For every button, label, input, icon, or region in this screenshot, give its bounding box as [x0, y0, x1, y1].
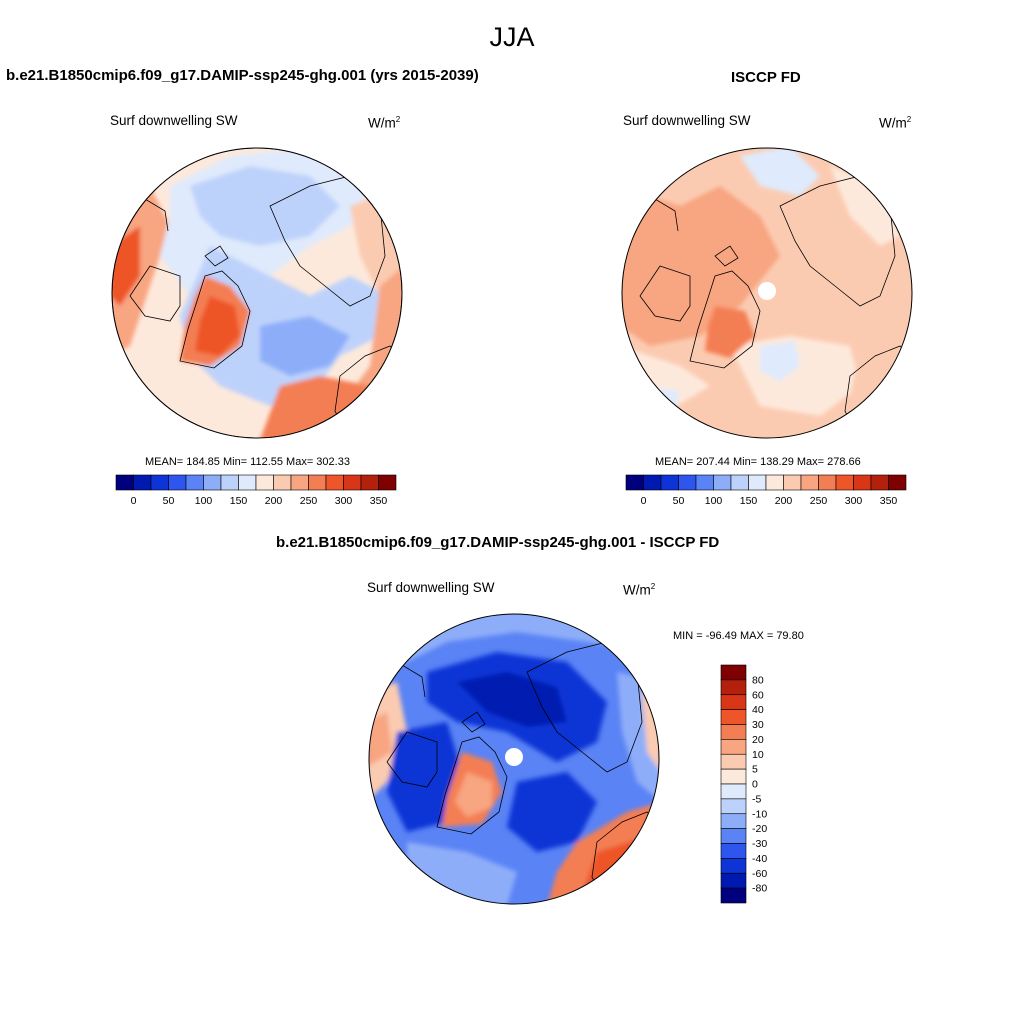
diff-colorbar-swatch [720, 858, 747, 874]
left-colorbar-swatch [238, 474, 257, 491]
right-colorbar-swatch [713, 474, 732, 491]
right-colorbar-swatch [678, 474, 697, 491]
diff-colorbar-swatch [720, 768, 747, 785]
left-colorbar-swatch [273, 474, 292, 491]
diff-colorbar-swatch [720, 783, 747, 800]
right-units-label: W/m2 [879, 115, 912, 131]
left-colorbar-label: 100 [195, 495, 213, 507]
diff-colorbar-label: 40 [752, 704, 764, 716]
left-colorbar-swatch [185, 474, 204, 491]
bottom-variable-label: Surf downwelling SW [367, 580, 495, 595]
right-colorbar-swatch [853, 474, 872, 491]
diff-colorbar-swatch [720, 843, 747, 859]
difference-colorbar: 80 60 40 30 20 10 5 0 -5 -10 -20 -30 -40 -60 -80 [720, 664, 767, 904]
left-colorbar-swatch [343, 474, 362, 491]
right-colorbar-swatch [888, 474, 907, 491]
left-colorbar-swatch [133, 474, 152, 491]
diff-colorbar-label: -60 [752, 868, 767, 880]
diff-colorbar-swatch [720, 753, 747, 770]
page-title: JJA [489, 22, 535, 52]
left-colorbar-swatch [360, 474, 379, 491]
right-colorbar-label: 150 [740, 495, 758, 507]
left-units-label: W/m2 [368, 115, 401, 131]
bottom-units-label: W/m2 [623, 582, 656, 598]
diff-colorbar-label: -20 [752, 823, 767, 835]
right-colorbar-swatch [730, 474, 749, 491]
left-colorbar-label: 200 [265, 495, 283, 507]
diff-colorbar-swatch [720, 679, 747, 696]
left-colorbar-swatch [168, 474, 187, 491]
diff-colorbar-label: 60 [752, 689, 764, 701]
right-variable-label: Surf downwelling SW [623, 113, 751, 128]
diff-colorbar-label: 10 [752, 749, 764, 761]
left-colorbar-swatch [115, 474, 134, 491]
right-colorbar-swatch [870, 474, 889, 491]
left-colorbar-swatch [290, 474, 309, 491]
diff-colorbar-swatch [720, 798, 747, 815]
right-stats: MEAN= 207.44 Min= 138.29 Max= 278.66 [655, 456, 861, 468]
left-colorbar-swatch [378, 474, 397, 491]
right-colorbar-swatch [748, 474, 767, 491]
right-colorbar-label: 100 [705, 495, 723, 507]
left-polar-map [111, 147, 403, 439]
right-polar-map [621, 147, 913, 439]
right-colorbar-swatch [695, 474, 714, 491]
left-case-title: b.e21.B1850cmip6.f09_g17.DAMIP-ssp245-gh… [6, 67, 479, 84]
left-colorbar-label: 250 [300, 495, 318, 507]
diff-colorbar-label: -80 [752, 883, 767, 895]
diff-colorbar-label: 80 [752, 674, 764, 686]
right-colorbar-swatch [660, 474, 679, 491]
left-colorbar-swatch [150, 474, 169, 491]
bottom-minmax: MIN = -96.49 MAX = 79.80 [673, 630, 804, 642]
left-colorbar-label: 150 [230, 495, 248, 507]
diff-colorbar-swatch [720, 813, 747, 829]
left-colorbar-swatch [220, 474, 239, 491]
right-colorbar-swatch [800, 474, 819, 491]
right-colorbar-label: 250 [810, 495, 828, 507]
right-colorbar-swatch [643, 474, 662, 491]
diff-colorbar-swatch [720, 739, 747, 755]
left-colorbar-label: 0 [131, 495, 137, 507]
diff-colorbar-label: -30 [752, 838, 767, 850]
left-colorbar-label: 350 [370, 495, 388, 507]
right-case-title: ISCCP FD [731, 69, 801, 86]
diff-colorbar-label: -10 [752, 808, 767, 820]
difference-polar-map [368, 613, 660, 905]
right-colorbar-swatch [783, 474, 802, 491]
left-colorbar-swatch [255, 474, 274, 491]
left-colorbar: 0 50 100 150 200 250 300 350 [115, 474, 397, 507]
diff-colorbar-label: -5 [752, 793, 761, 805]
left-variable-label: Surf downwelling SW [110, 113, 238, 128]
left-colorbar-swatch [325, 474, 344, 491]
diff-colorbar-label: 30 [752, 719, 764, 731]
left-colorbar-label: 300 [335, 495, 353, 507]
diff-colorbar-swatch [720, 709, 747, 725]
right-colorbar-swatch [835, 474, 854, 491]
left-colorbar-swatch [203, 474, 222, 491]
left-colorbar-swatch [308, 474, 327, 491]
right-colorbar-swatch [765, 474, 784, 491]
right-colorbar-label: 300 [845, 495, 863, 507]
right-colorbar-label: 0 [641, 495, 647, 507]
right-colorbar-swatch [818, 474, 837, 491]
diff-colorbar-swatch [720, 872, 747, 889]
diff-colorbar-swatch [720, 828, 747, 844]
diff-colorbar-swatch [720, 887, 747, 904]
right-colorbar-swatch [625, 474, 644, 491]
diff-colorbar-label: 5 [752, 764, 758, 776]
right-colorbar-label: 200 [775, 495, 793, 507]
diff-colorbar-swatch [720, 724, 747, 740]
diff-colorbar-label: 20 [752, 734, 764, 746]
right-colorbar: 0 50 100 150 200 250 300 350 [625, 474, 907, 507]
diff-colorbar-swatch [720, 694, 747, 710]
right-colorbar-label: 50 [673, 495, 685, 507]
bottom-case-title: b.e21.B1850cmip6.f09_g17.DAMIP-ssp245-gh… [276, 534, 720, 551]
diff-colorbar-label: 0 [752, 779, 758, 791]
right-colorbar-label: 350 [880, 495, 898, 507]
left-colorbar-label: 50 [163, 495, 175, 507]
diff-colorbar-swatch [720, 664, 747, 681]
diff-colorbar-label: -40 [752, 853, 767, 865]
left-stats: MEAN= 184.85 Min= 112.55 Max= 302.33 [145, 456, 350, 468]
